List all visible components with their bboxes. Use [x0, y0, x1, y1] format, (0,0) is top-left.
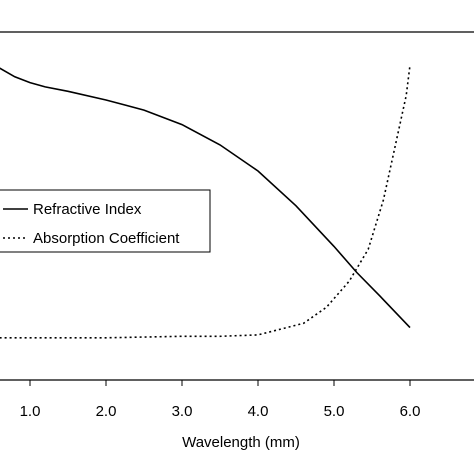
x-tick-label-3: 4.0	[248, 403, 269, 420]
x-tick-label-2: 3.0	[172, 403, 193, 420]
legend-label-refractive-index: Refractive Index	[33, 201, 142, 218]
legend-label-absorption-coefficient: Absorption Coefficient	[33, 230, 180, 247]
legend: Refractive Index Absorption Coefficient	[0, 189, 211, 253]
legend-box	[0, 189, 211, 253]
x-axis-ticks	[29, 380, 411, 386]
x-tick-label-0: 1.0	[20, 403, 41, 420]
series-line-refractive-index	[0, 67, 411, 329]
plot-frame	[0, 31, 474, 381]
x-axis-tick-labels: 1.0 2.0 3.0 4.0 5.0 6.0	[20, 403, 421, 420]
series-layer	[0, 65, 411, 339]
x-axis-title: Wavelength (mm)	[182, 434, 300, 451]
x-tick-label-5: 6.0	[400, 403, 421, 420]
x-tick-label-4: 5.0	[324, 403, 345, 420]
x-tick-label-1: 2.0	[96, 403, 117, 420]
series-line-absorption-coefficient	[0, 65, 411, 339]
